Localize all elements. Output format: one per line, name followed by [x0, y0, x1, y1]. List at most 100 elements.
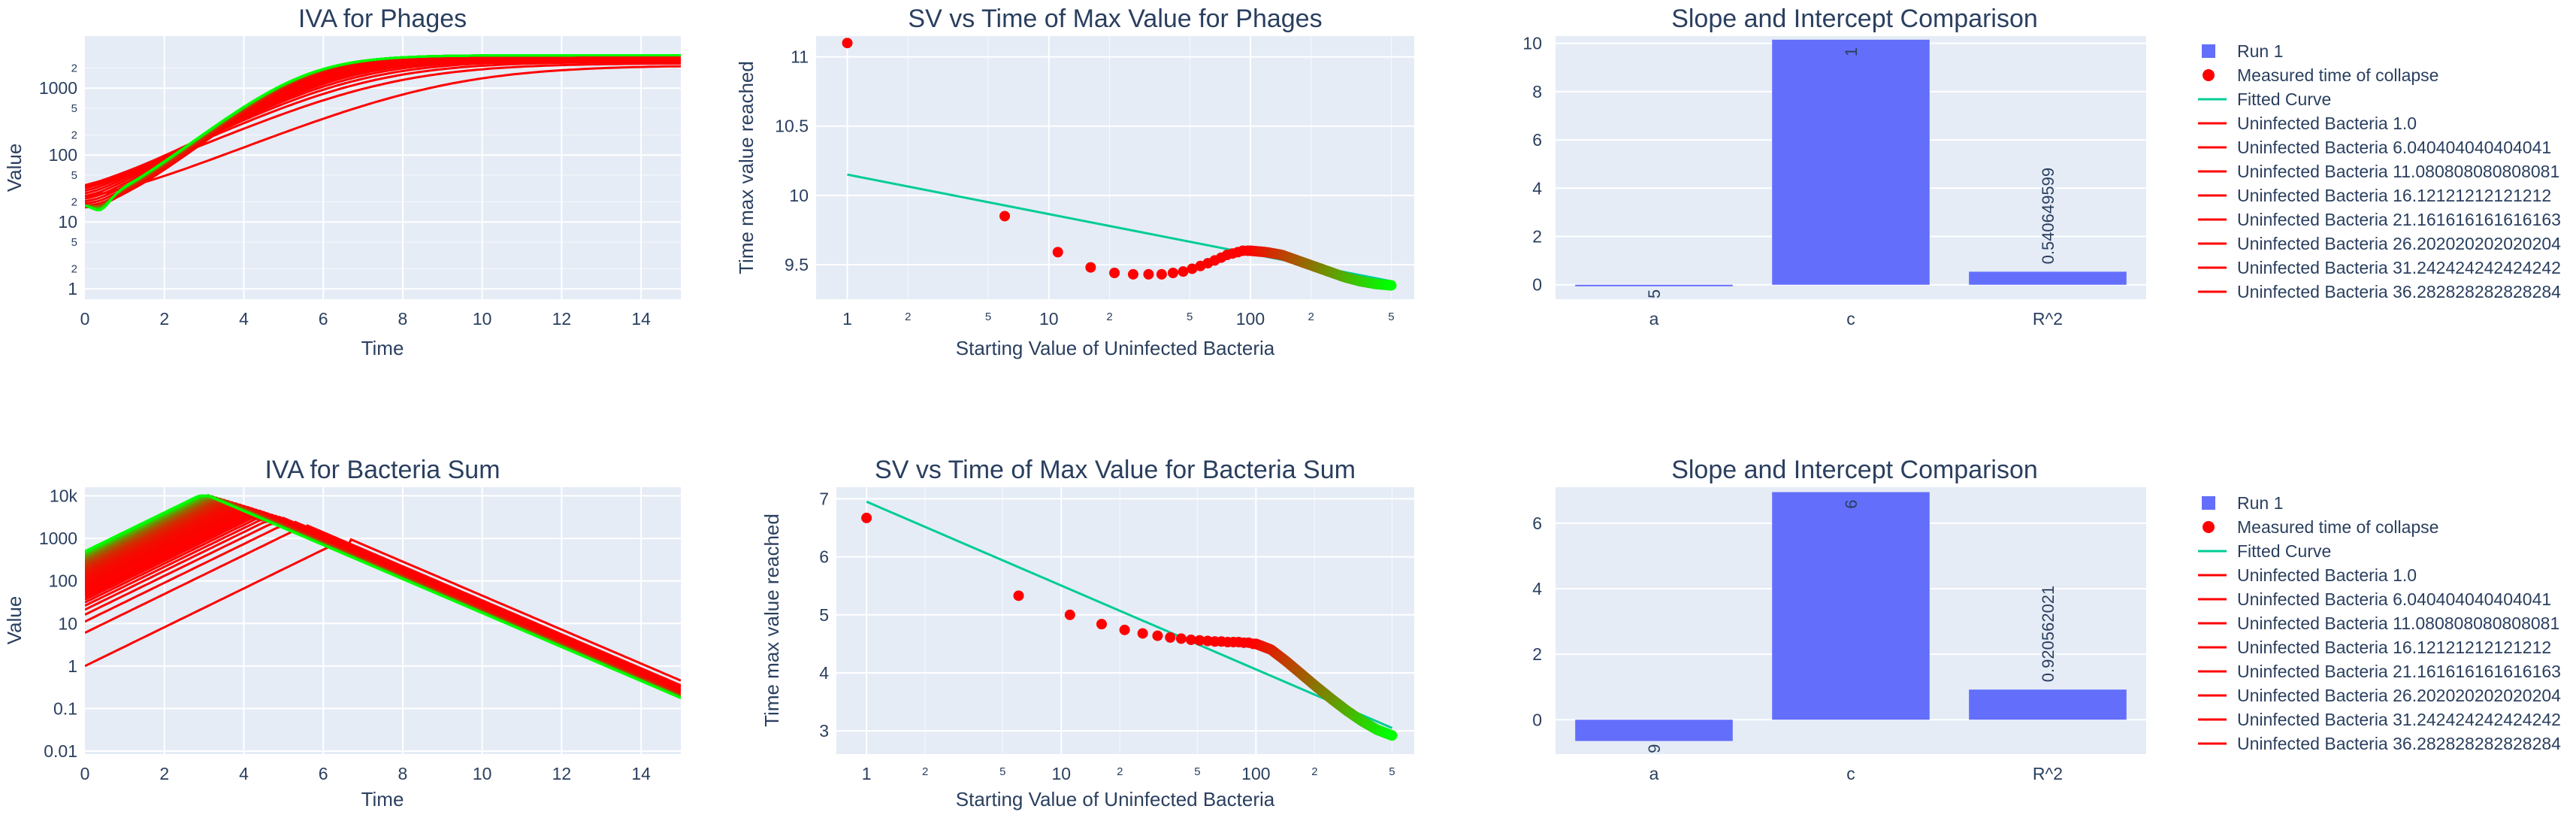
x-tick-label: 14: [631, 764, 651, 783]
x-minor-tick-label: 5: [1187, 311, 1193, 323]
legend-item[interactable]: Run 1: [2202, 493, 2283, 513]
x-tick-label: a: [1649, 309, 1659, 329]
data-point: [1386, 280, 1397, 291]
y-tick-label: 10: [58, 212, 77, 232]
legend-item[interactable]: Uninfected Bacteria 6.040404040404041: [2198, 138, 2551, 157]
panel-slope-intercept-bottom: Slope and Intercept Comparison 0 2 4 6 a 9 c 6 R…: [1532, 456, 2146, 783]
legend-item[interactable]: Uninfected Bacteria 31.242424242424242: [2198, 710, 2561, 729]
y-tick-label: 6: [1532, 514, 1542, 533]
legend-label: Uninfected Bacteria 26.202020202020204: [2237, 234, 2561, 253]
legend-label: Uninfected Bacteria 36.282828282828284: [2237, 734, 2561, 753]
x-minor-tick-label: 2: [922, 765, 928, 778]
bar-value-label: 9: [1645, 744, 1664, 753]
x-tick-label: 10: [473, 764, 492, 783]
legend-label: Uninfected Bacteria 11.080808080808081: [2237, 614, 2559, 633]
x-axis-label: Starting Value of Uninfected Bacteria: [956, 337, 1275, 359]
plot-area[interactable]: [816, 36, 1414, 299]
legend-item[interactable]: Uninfected Bacteria 16.12121212121212: [2198, 638, 2551, 657]
y-minor-tick-label: 2: [71, 195, 77, 208]
legend-item[interactable]: Uninfected Bacteria 16.12121212121212: [2198, 186, 2551, 205]
legend-item[interactable]: Uninfected Bacteria 11.080808080808081: [2198, 162, 2559, 181]
legend-item[interactable]: Uninfected Bacteria 26.202020202020204: [2198, 234, 2561, 253]
legend-item[interactable]: Uninfected Bacteria 36.282828282828284: [2198, 734, 2561, 753]
chart-title: Slope and Intercept Comparison: [1671, 456, 2038, 484]
bar: [1575, 284, 1733, 286]
legend-label: Uninfected Bacteria 11.080808080808081: [2237, 162, 2559, 181]
y-minor-tick-label: 5: [71, 169, 77, 182]
legend-item[interactable]: Fitted Curve: [2198, 541, 2331, 561]
legend-item[interactable]: Uninfected Bacteria 36.282828282828284: [2198, 282, 2561, 301]
y-tick-label: 6: [819, 547, 829, 567]
x-tick-label: 2: [159, 309, 169, 329]
x-tick-label: 2: [159, 764, 169, 783]
data-point: [1194, 635, 1205, 646]
chart-title: IVA for Bacteria Sum: [265, 456, 500, 484]
y-axis-label: Value: [3, 144, 26, 192]
x-tick-label: 6: [319, 764, 328, 783]
legend-label: Uninfected Bacteria 36.282828282828284: [2237, 282, 2561, 301]
data-point: [1386, 730, 1398, 741]
data-point: [999, 211, 1011, 222]
data-point: [1143, 268, 1154, 280]
legend-item[interactable]: Uninfected Bacteria 11.080808080808081: [2198, 614, 2559, 633]
legend-item[interactable]: Fitted Curve: [2198, 89, 2331, 109]
y-tick-label: 9.5: [785, 255, 809, 274]
bar-value-label: 1: [1842, 47, 1861, 56]
legend-label: Uninfected Bacteria 6.040404040404041: [2237, 589, 2551, 609]
x-minor-tick-label: 2: [1311, 765, 1317, 778]
data-point: [842, 38, 853, 49]
x-axis-label: Starting Value of Uninfected Bacteria: [956, 788, 1275, 810]
plot-area[interactable]: [836, 487, 1414, 754]
data-point: [1175, 633, 1187, 644]
legend-item[interactable]: Uninfected Bacteria 6.040404040404041: [2198, 589, 2551, 609]
y-minor-tick-label: 5: [71, 236, 77, 249]
legend-item[interactable]: Uninfected Bacteria 21.161616161616163: [2198, 662, 2561, 681]
fitted-curve: [866, 500, 1393, 729]
panel-slope-intercept-top: Slope and Intercept Comparison 0 2 4 6 8 10 a 5…: [1522, 5, 2146, 329]
legend-label: Uninfected Bacteria 21.161616161616163: [2237, 210, 2561, 229]
x-tick-label: 10: [1051, 764, 1071, 783]
legend-item[interactable]: Measured time of collapse: [2203, 517, 2438, 537]
legend-item[interactable]: Uninfected Bacteria 26.202020202020204: [2198, 686, 2561, 705]
bar: [1575, 720, 1733, 741]
y-tick-label: 4: [1532, 579, 1542, 598]
legend-item[interactable]: Uninfected Bacteria 21.161616161616163: [2198, 210, 2561, 229]
y-tick-label: 8: [1532, 82, 1542, 101]
panel-iva-phages: IVA for Phages 0 2 4 6 8 10 12 14 1 10 100 1000 2 5 2 5…: [3, 5, 681, 359]
bar: [1772, 492, 1930, 720]
x-tick-label: a: [1649, 764, 1659, 783]
bar-value-label: 0.540649599: [2039, 168, 2057, 264]
x-tick-label: 14: [631, 309, 651, 329]
legend-item[interactable]: Measured time of collapse: [2203, 65, 2438, 85]
data-point: [861, 512, 872, 523]
legend-item[interactable]: Uninfected Bacteria 1.0: [2198, 114, 2417, 133]
plot-content: 1 10 100 2 5 2 5 2 5 9.5 10 10.5 11: [775, 36, 1414, 329]
y-tick-label: 1: [68, 656, 77, 676]
series-line: [85, 65, 681, 198]
legend-label: Run 1: [2237, 493, 2283, 513]
legend-label: Uninfected Bacteria 16.12121212121212: [2237, 638, 2551, 657]
y-tick-label: 10.5: [775, 117, 809, 136]
legend-item[interactable]: Run 1: [2202, 41, 2283, 61]
y-minor-tick-label: 2: [71, 129, 77, 141]
y-tick-label: 2: [1532, 227, 1542, 247]
legend-swatch-bar: [2202, 496, 2215, 510]
legend-bottom[interactable]: Run 1 Measured time of collapse Fitted Cur…: [2198, 493, 2561, 753]
legend-label: Uninfected Bacteria 1.0: [2237, 114, 2417, 133]
legend-item[interactable]: Uninfected Bacteria 31.242424242424242: [2198, 258, 2561, 277]
legend-item[interactable]: Uninfected Bacteria 1.0: [2198, 565, 2417, 585]
x-minor-tick-label: 5: [999, 765, 1005, 778]
legend-top[interactable]: Run 1 Measured time of collapse Fitted Cur…: [2198, 41, 2561, 301]
y-tick-label: 7: [819, 489, 829, 508]
plot-area[interactable]: [85, 36, 681, 299]
series-group: [85, 54, 681, 212]
x-tick-label: 4: [239, 764, 249, 783]
x-tick-label: 8: [398, 309, 408, 329]
y-tick-label: 0.01: [44, 741, 77, 761]
data-point: [1178, 266, 1189, 277]
panel-sv-phages: SV vs Time of Max Value for Phages 1 10 10…: [735, 5, 1414, 359]
bar-value-label: 5: [1645, 289, 1664, 298]
data-point: [1096, 619, 1107, 630]
y-tick-label: 5: [819, 605, 829, 625]
y-tick-label: 0: [1532, 275, 1542, 295]
